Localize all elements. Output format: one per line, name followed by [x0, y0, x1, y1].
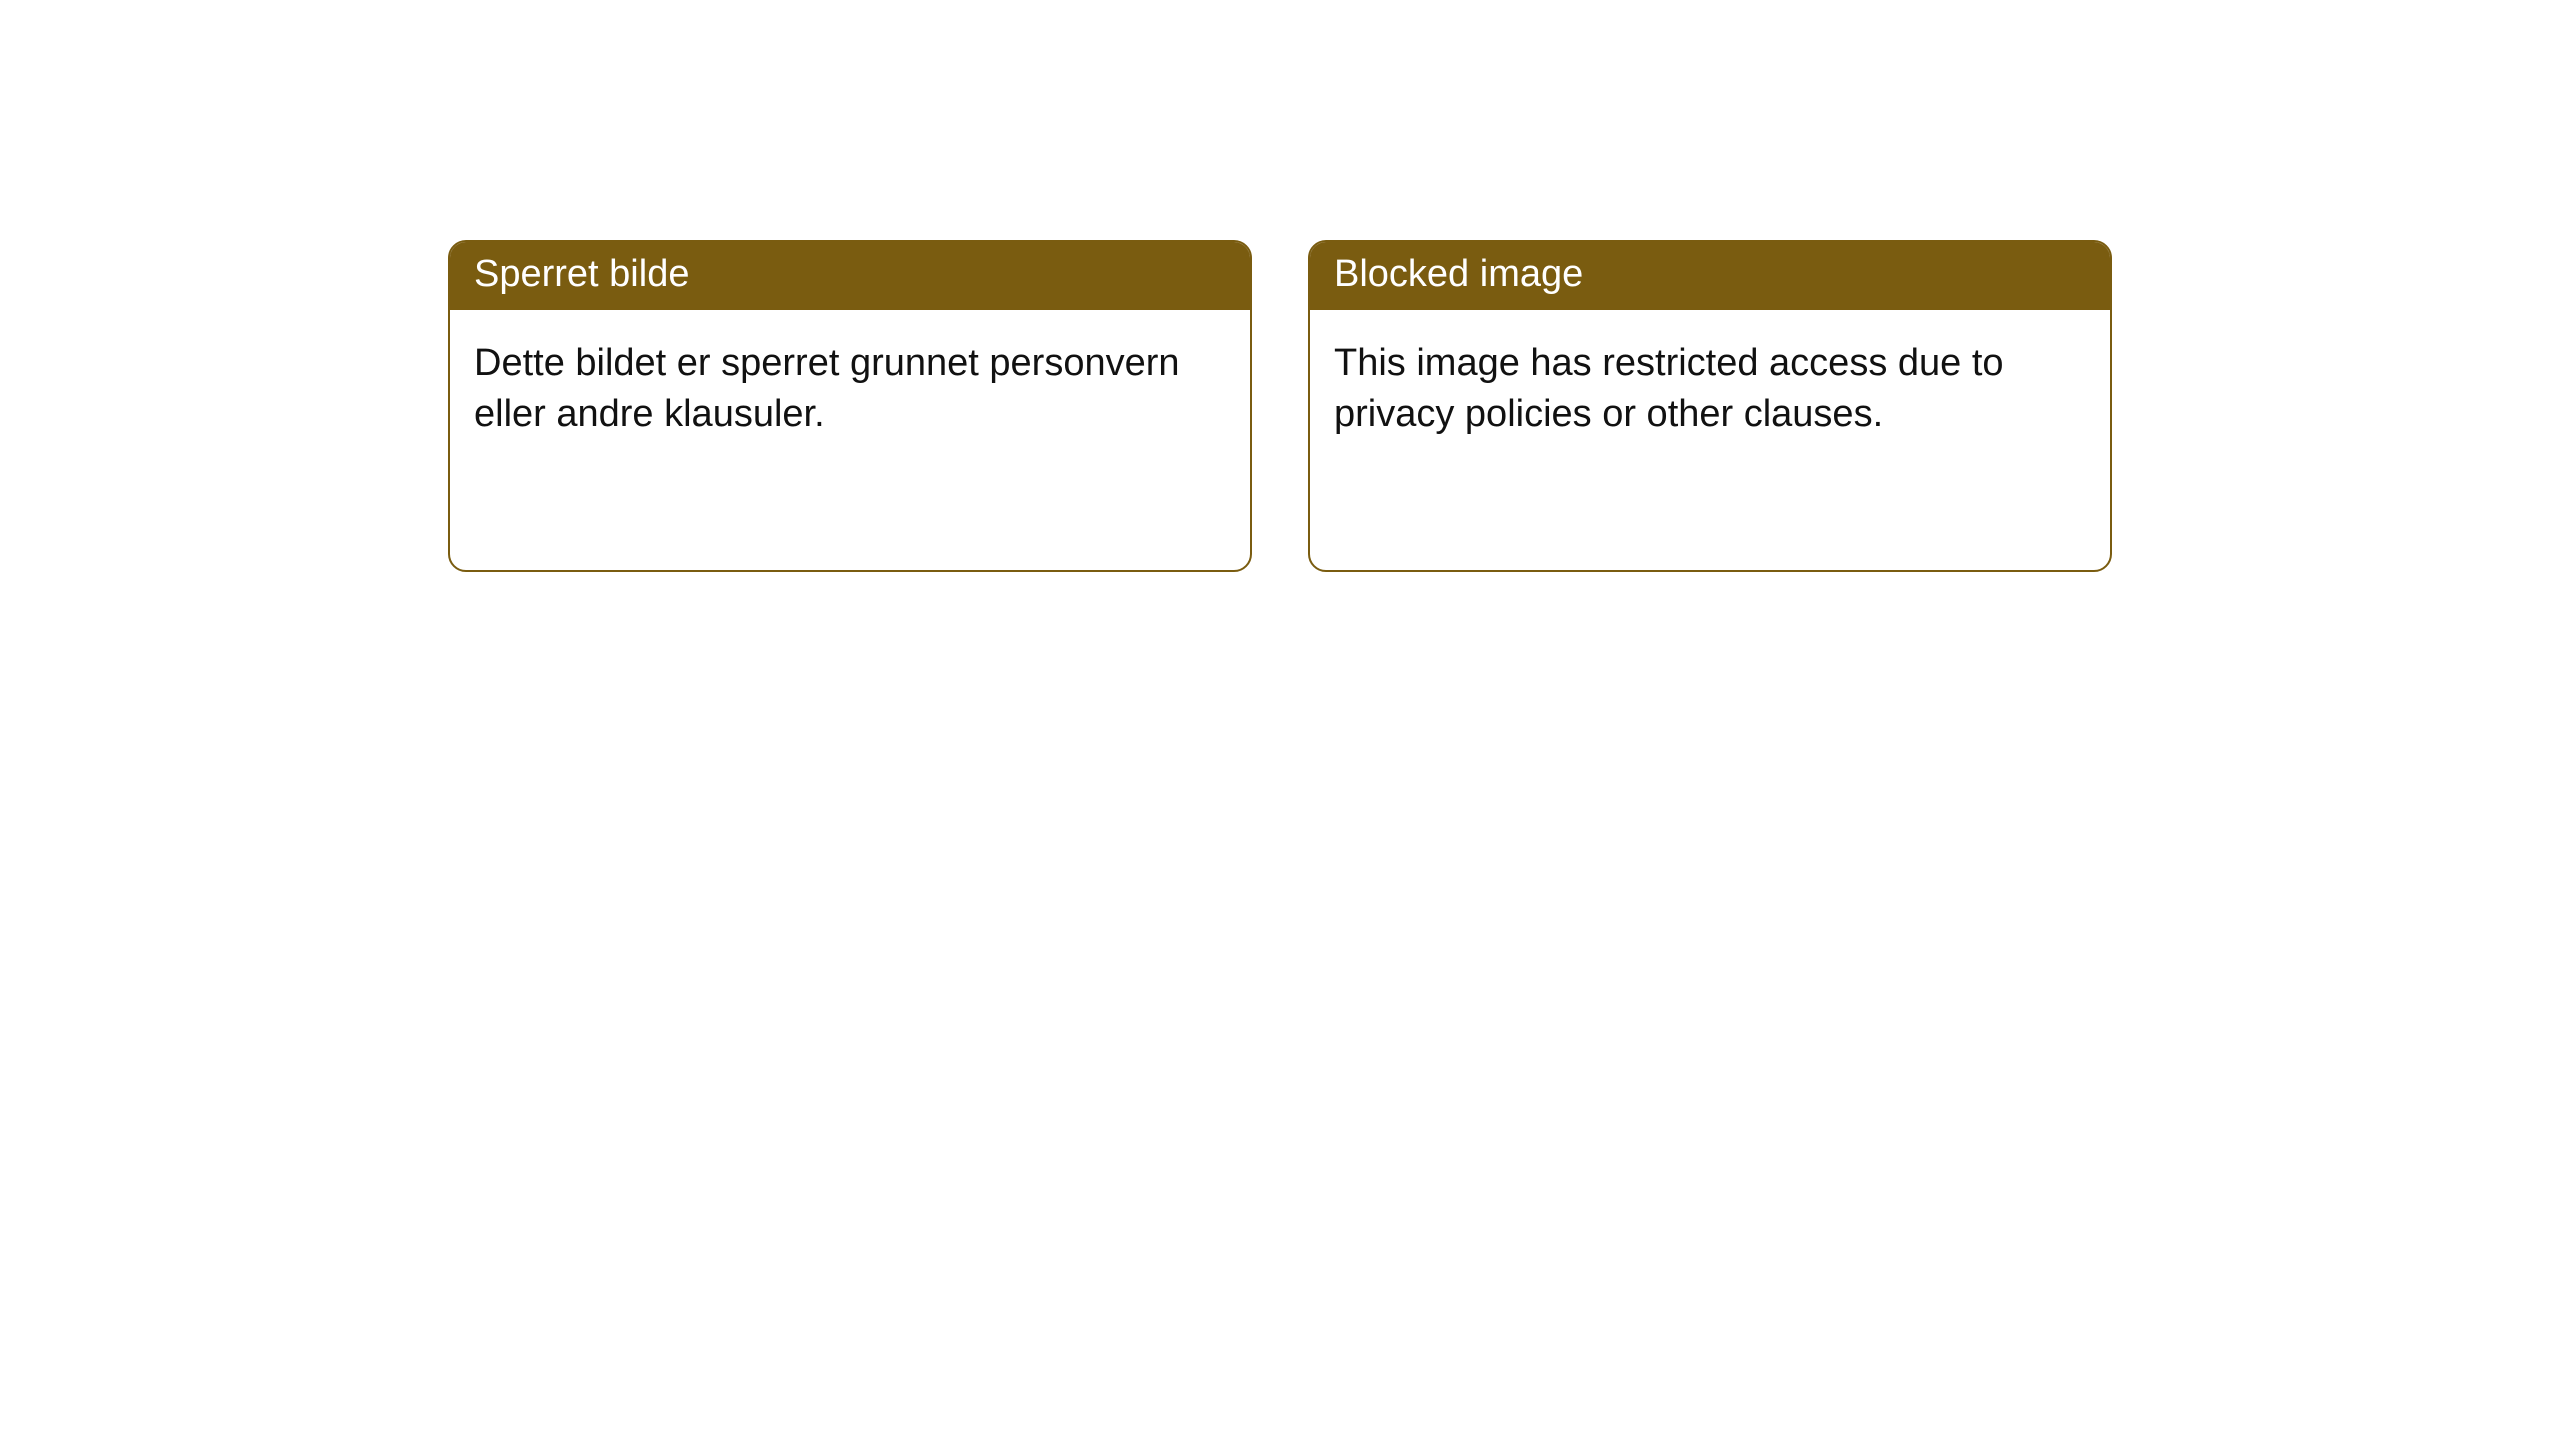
notice-message: This image has restricted access due to … — [1334, 342, 2004, 435]
notice-message: Dette bildet er sperret grunnet personve… — [474, 342, 1180, 435]
notice-title: Blocked image — [1334, 253, 1583, 295]
notice-card-norwegian: Sperret bilde Dette bildet er sperret gr… — [448, 240, 1252, 572]
notice-header: Blocked image — [1310, 242, 2110, 310]
notice-title: Sperret bilde — [474, 253, 689, 295]
notice-card-english: Blocked image This image has restricted … — [1308, 240, 2112, 572]
notice-body: This image has restricted access due to … — [1310, 310, 2110, 469]
notice-header: Sperret bilde — [450, 242, 1250, 310]
notice-body: Dette bildet er sperret grunnet personve… — [450, 310, 1250, 469]
notice-container: Sperret bilde Dette bildet er sperret gr… — [0, 0, 2560, 572]
